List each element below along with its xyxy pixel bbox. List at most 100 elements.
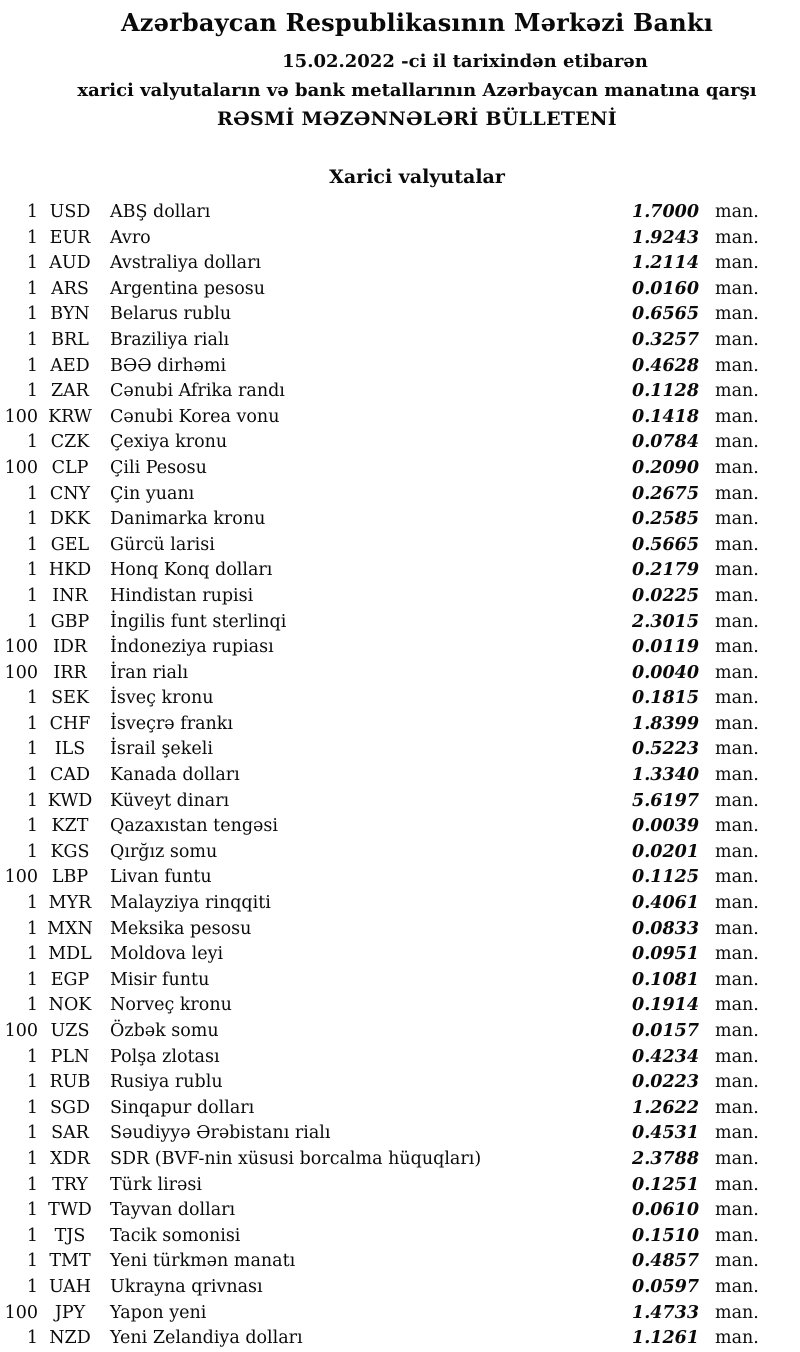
currency-code: JPY	[54, 1302, 86, 1323]
rate-row: 1 CAD Kanada dolları 1.3340 man.	[0, 763, 800, 789]
currency-name: SDR (BVF-nin xüsusi borcalma hüquqları)	[110, 1148, 482, 1169]
rate-row: 1 KGS Qırğız somu 0.0201 man.	[0, 840, 800, 866]
currency-code: UAH	[48, 1276, 92, 1297]
currency-code: KZT	[51, 816, 89, 837]
rate-row: 1 TJS Tacik somonisi 0.1510 man.	[0, 1224, 800, 1250]
currency-unit: man.	[715, 381, 759, 402]
currency-code: KGS	[50, 841, 90, 862]
currency-code: MXN	[47, 918, 93, 939]
currency-code: PLN	[50, 1046, 90, 1067]
currency-rate: 0.4628	[632, 355, 699, 376]
currency-unit: man.	[715, 483, 759, 504]
currency-unit: man.	[715, 304, 759, 325]
currency-unit: man.	[715, 816, 759, 837]
currency-code: CNY	[49, 483, 91, 504]
currency-rate: 1.3340	[632, 765, 699, 786]
currency-rate: 1.2114	[632, 253, 699, 274]
currency-unit: man.	[715, 329, 759, 350]
currency-unit: man.	[715, 918, 759, 939]
currency-name: İsveçrə frankı	[110, 713, 233, 734]
rate-row: 100 IRR İran rialı 0.0040 man.	[0, 661, 800, 687]
currency-quantity: 1	[26, 969, 38, 990]
currency-rate: 1.4733	[632, 1302, 699, 1323]
currency-quantity: 1	[26, 893, 38, 914]
currency-unit: man.	[715, 893, 759, 914]
currency-quantity: 1	[26, 1251, 38, 1272]
rate-row: 1 KWD Küveyt dinarı 5.6197 man.	[0, 789, 800, 815]
rate-row: 1 EUR Avro 1.9243 man.	[0, 226, 800, 252]
currency-rate: 0.0039	[632, 816, 699, 837]
rate-row: 1 AED BƏƏ dirhəmi 0.4628 man.	[0, 354, 800, 380]
currency-quantity: 100	[4, 406, 38, 427]
currency-quantity: 100	[4, 1302, 38, 1323]
currency-code: DKK	[49, 509, 91, 530]
currency-code: GBP	[50, 611, 90, 632]
currency-unit: man.	[715, 1251, 759, 1272]
currency-unit: man.	[715, 739, 759, 760]
currency-quantity: 100	[4, 662, 38, 683]
currency-quantity: 1	[26, 355, 38, 376]
currency-code: MYR	[48, 893, 92, 914]
currency-quantity: 1	[26, 1097, 38, 1118]
currency-quantity: 100	[4, 637, 38, 658]
currency-name: Danimarka kronu	[110, 509, 266, 530]
currency-rate: 1.9243	[632, 227, 699, 248]
bank-title: Azərbaycan Respublikasının Mərkəzi Bankı	[120, 8, 714, 37]
rate-row: 1 TMT Yeni türkmən manatı 0.4857 man.	[0, 1249, 800, 1275]
rate-row: 100 LBP Livan funtu 0.1125 man.	[0, 865, 800, 891]
rate-row: 1 TRY Türk lirəsi 0.1251 man.	[0, 1173, 800, 1199]
currency-rate: 0.0040	[632, 662, 699, 683]
currency-rate: 0.0225	[632, 585, 699, 606]
currency-name: Kanada dolları	[110, 765, 240, 786]
currency-unit: man.	[715, 1200, 759, 1221]
currency-quantity: 100	[4, 457, 38, 478]
currency-unit: man.	[715, 1302, 759, 1323]
currency-unit: man.	[715, 1123, 759, 1144]
currency-quantity: 1	[26, 432, 38, 453]
currency-unit: man.	[715, 1174, 759, 1195]
currency-rate: 2.3015	[632, 611, 699, 632]
currency-rate: 0.0610	[632, 1200, 699, 1221]
currency-rate: 0.5223	[632, 739, 699, 760]
rate-row: 100 CLP Çili Pesosu 0.2090 man.	[0, 456, 800, 482]
currency-rate: 1.7000	[632, 202, 699, 222]
currency-quantity: 1	[26, 611, 38, 632]
currency-rate: 0.2090	[632, 457, 699, 478]
currency-unit: man.	[715, 611, 759, 632]
currency-code: NZD	[49, 1328, 91, 1349]
currency-rate: 0.0157	[632, 1021, 699, 1041]
currency-unit: man.	[715, 969, 759, 990]
rate-row: 1 SGD Sinqapur dolları 1.2622 man.	[0, 1096, 800, 1122]
rate-row: 1 BYN Belarus rublu 0.6565 man.	[0, 302, 800, 328]
currency-rate: 0.0597	[632, 1276, 699, 1297]
currency-code: XDR	[50, 1148, 90, 1169]
currency-quantity: 1	[26, 278, 38, 299]
currency-rate: 0.0833	[632, 918, 699, 939]
currency-quantity: 1	[26, 227, 38, 248]
rate-row: 1 MYR Malayziya rinqqiti 0.4061 man.	[0, 891, 800, 917]
currency-name: Braziliya rialı	[110, 329, 230, 350]
currency-rate: 0.0119	[632, 637, 699, 658]
currency-code: TMT	[49, 1251, 91, 1272]
currency-rate: 0.1125	[632, 867, 699, 888]
currency-unit: man.	[715, 662, 759, 683]
currency-code: CZK	[50, 432, 90, 453]
rate-row: 1 UAH Ukrayna qrivnası 0.0597 man.	[0, 1275, 800, 1301]
currency-rate: 1.1261	[632, 1328, 699, 1349]
currency-name: Hindistan rupisi	[110, 585, 254, 606]
rate-row: 1 KZT Qazaxıstan tengəsi 0.0039 man.	[0, 814, 800, 840]
currency-unit: man.	[715, 1225, 759, 1246]
currency-unit: man.	[715, 355, 759, 376]
currency-quantity: 1	[26, 534, 38, 555]
currency-code: UZS	[50, 1021, 90, 1041]
currency-code: IRR	[53, 662, 87, 683]
currency-quantity: 1	[26, 560, 38, 581]
currency-name: Moldova leyi	[110, 944, 224, 965]
currency-rate: 0.5665	[632, 534, 699, 555]
currency-name: İndoneziya rupiası	[110, 637, 274, 658]
currency-name: Çexiya kronu	[110, 432, 228, 453]
currency-quantity: 1	[26, 585, 38, 606]
currency-rate: 0.4234	[632, 1046, 699, 1067]
currency-code: MDL	[48, 944, 92, 965]
currency-code: SGD	[50, 1097, 90, 1118]
